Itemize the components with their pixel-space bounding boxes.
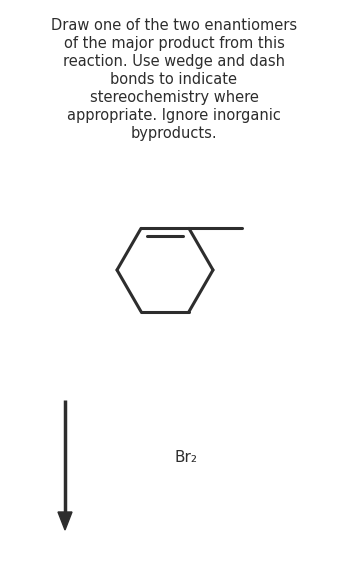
Text: stereochemistry where: stereochemistry where — [89, 90, 259, 105]
Text: byproducts.: byproducts. — [131, 126, 217, 141]
Text: appropriate. Ignore inorganic: appropriate. Ignore inorganic — [67, 108, 281, 123]
Text: of the major product from this: of the major product from this — [64, 36, 284, 51]
Text: Br₂: Br₂ — [175, 450, 198, 466]
Text: bonds to indicate: bonds to indicate — [111, 72, 237, 87]
Polygon shape — [58, 512, 72, 530]
Text: Draw one of the two enantiomers: Draw one of the two enantiomers — [51, 18, 297, 33]
Text: reaction. Use wedge and dash: reaction. Use wedge and dash — [63, 54, 285, 69]
